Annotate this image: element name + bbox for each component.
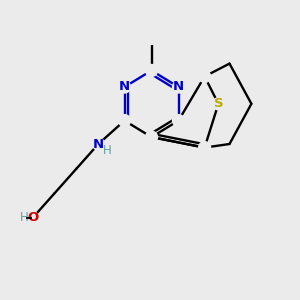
Circle shape — [199, 142, 211, 154]
Circle shape — [172, 115, 184, 127]
Circle shape — [118, 115, 130, 127]
Text: H: H — [103, 144, 112, 157]
Circle shape — [147, 34, 156, 43]
Text: S: S — [214, 97, 223, 110]
Circle shape — [199, 70, 211, 83]
Text: N: N — [93, 137, 104, 151]
Circle shape — [92, 138, 104, 150]
Circle shape — [118, 81, 130, 93]
Circle shape — [212, 98, 224, 110]
Text: O: O — [28, 211, 39, 224]
Text: H: H — [20, 211, 29, 224]
Circle shape — [172, 81, 184, 93]
Text: N: N — [119, 80, 130, 94]
Circle shape — [146, 64, 158, 76]
Text: N: N — [173, 80, 184, 94]
Circle shape — [146, 131, 158, 143]
Circle shape — [27, 212, 39, 224]
Circle shape — [146, 32, 158, 44]
